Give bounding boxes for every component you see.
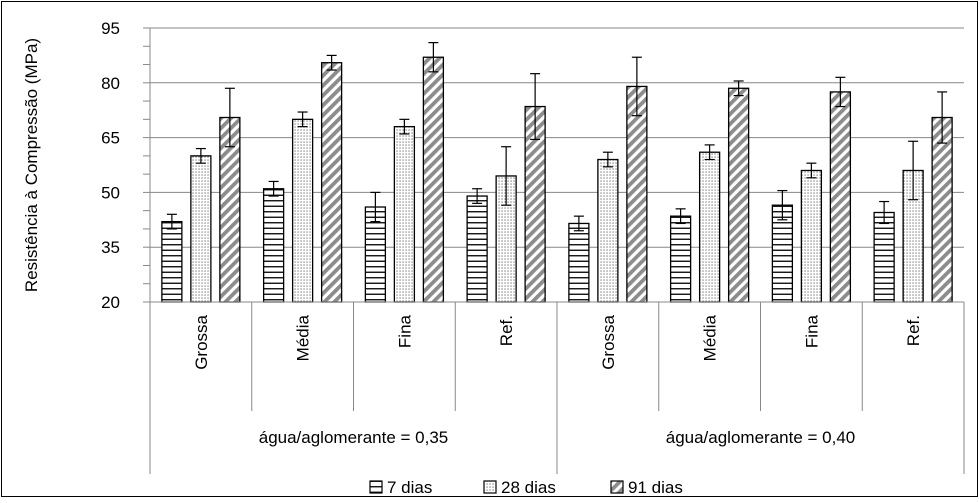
- group-label: água/aglomerante = 0,35: [259, 428, 449, 447]
- y-tick-label: 50: [101, 183, 120, 202]
- bar: [800, 169, 823, 303]
- category-label: Ref.: [497, 315, 516, 346]
- bar: [669, 215, 692, 303]
- category-label: Ref.: [904, 315, 923, 346]
- y-tick-label: 20: [101, 293, 120, 312]
- bar: [466, 195, 488, 303]
- bar: [291, 118, 314, 303]
- bar: [393, 125, 416, 303]
- bar: [597, 158, 619, 303]
- bar: [568, 222, 590, 303]
- legend: 7 dias 28 dias 91 dias: [369, 478, 683, 497]
- legend-label: 91 dias: [628, 478, 683, 497]
- legend-swatch: [483, 480, 497, 494]
- bar: [727, 87, 750, 303]
- y-axis-label: Resistência à Compressão (MPa): [22, 38, 41, 292]
- legend-swatch: [610, 480, 624, 494]
- bar: [320, 62, 343, 303]
- bar: [626, 85, 648, 303]
- y-tick-label: 95: [101, 19, 120, 38]
- category-label: Fina: [802, 314, 821, 348]
- category-label: Média: [294, 314, 313, 361]
- group-label: água/aglomerante = 0,40: [666, 428, 856, 447]
- category-label: Média: [701, 314, 720, 361]
- bar: [829, 91, 852, 303]
- category-label: Grossa: [599, 314, 618, 369]
- category-label: Grossa: [192, 314, 211, 369]
- y-tick-label: 35: [101, 238, 120, 257]
- category-label: Fina: [395, 314, 414, 348]
- legend-swatch: [369, 480, 383, 494]
- bar: [161, 220, 183, 303]
- bar: [931, 116, 953, 303]
- bar: [422, 56, 445, 303]
- y-tick-label: 80: [101, 74, 120, 93]
- legend-label: 7 dias: [387, 478, 432, 497]
- bar: [873, 211, 895, 303]
- legend-label: 28 dias: [501, 478, 556, 497]
- bar: [698, 151, 721, 303]
- y-tick-label: 65: [101, 129, 120, 148]
- bar: [190, 155, 212, 303]
- bar: [262, 188, 285, 303]
